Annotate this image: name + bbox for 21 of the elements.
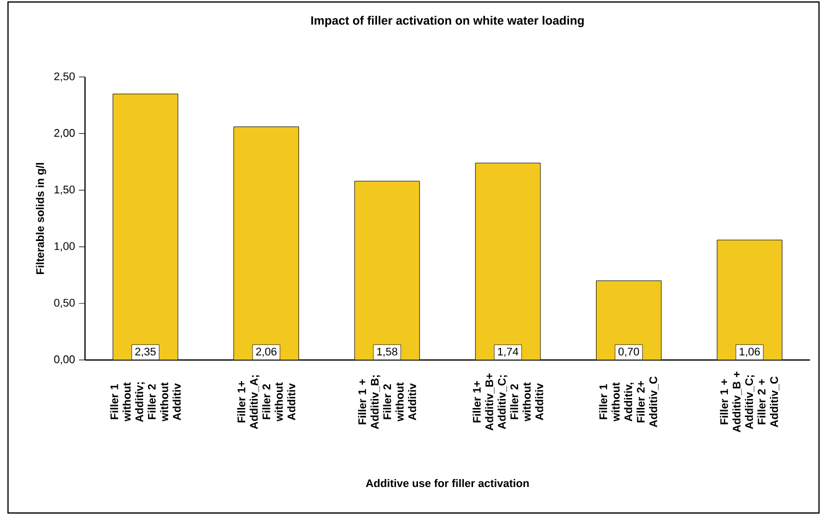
data-label: 1,06 <box>740 348 760 357</box>
x-tick-label: Filler 1+ Additiv_B+ Additiv_C; Filler 2 without Additiv <box>472 373 544 430</box>
data-label: 0,70 <box>618 348 640 357</box>
x-tick-label: Filler 1 + Additiv_B; Filler 2 without Additiv <box>358 375 416 430</box>
y-tick-label: 0,50 <box>54 298 75 308</box>
y-tick-label: 2,50 <box>54 72 75 82</box>
data-label: 2,35 <box>135 348 156 357</box>
y-tick-label: 0,00 <box>54 355 75 365</box>
chart-title: Impact of filler activation on white water loading <box>311 16 584 28</box>
x-tick-label: Filler 1 without Additiv, Filler 2+ Additiv_C <box>599 376 658 428</box>
data-label: 1,74 <box>498 348 518 357</box>
y-axis-title: Filterable solids in g/l <box>36 163 46 274</box>
x-axis-title: Additive use for filler activation <box>366 479 529 488</box>
y-tick-label: 1,00 <box>54 242 75 252</box>
y-tick-label: 2,00 <box>54 129 75 138</box>
x-tick-label: Filler 1+ Additiv_A; Filler 2 without Additiv <box>237 375 296 430</box>
x-tick-label: Filler 1 + Additiv_B + Additiv_C; Filler 2 + Additiv_C <box>720 372 780 432</box>
data-label: 1,58 <box>377 348 398 357</box>
data-label: 2,06 <box>256 348 276 357</box>
y-tick-label: 1,50 <box>54 186 75 195</box>
x-tick-label: Filler 1 without Additiv; Filler 2 without Additiv <box>110 382 181 422</box>
